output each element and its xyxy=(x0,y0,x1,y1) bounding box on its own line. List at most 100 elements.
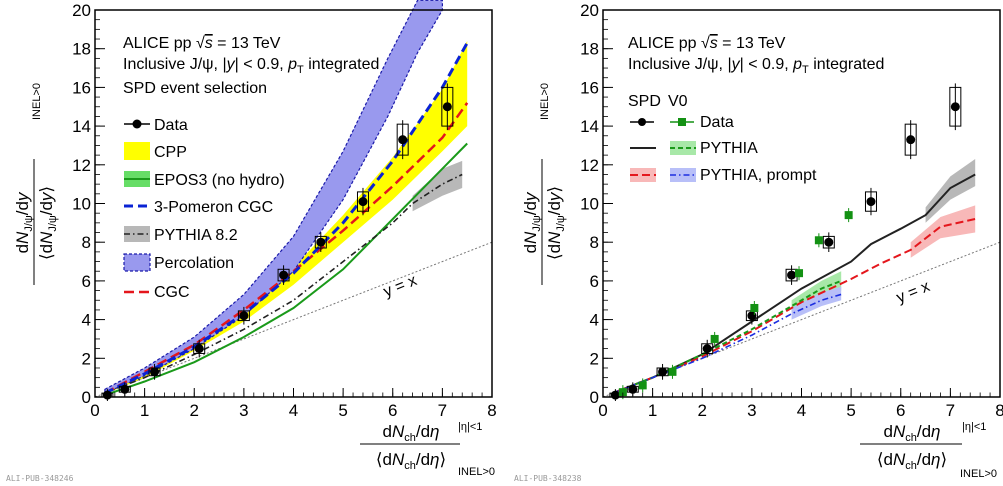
left-data-point xyxy=(358,197,368,207)
legend-symbol-v0-data xyxy=(670,118,694,126)
left-x-tick-label: 5 xyxy=(338,401,347,420)
right-v0-data-point xyxy=(814,236,823,245)
right-y-tick-label: 16 xyxy=(580,78,599,97)
right-x-tick-label: 6 xyxy=(896,401,905,420)
legend-label-right-pythia-prompt: PYTHIA, prompt xyxy=(700,167,817,184)
left-y-tick-label: 6 xyxy=(82,272,91,291)
right-pythia-spd-band xyxy=(925,159,976,223)
svg-text:dNJ/ψ/dy: dNJ/ψ/dy xyxy=(13,191,35,253)
left-publication-id: ALI-PUB-348246 xyxy=(6,474,74,483)
svg-text:dNJ/ψ/dy: dNJ/ψ/dy xyxy=(521,191,543,253)
left-header-line-2: Inclusive J/ψ, |y| < 0.9, pT integrated xyxy=(123,56,379,76)
left-x-tick-label: 8 xyxy=(487,401,496,420)
left-y-tick-label: 2 xyxy=(82,349,91,368)
right-x-tick-label: 2 xyxy=(698,401,707,420)
left-data-point xyxy=(442,102,452,112)
legend-symbol-pythia xyxy=(124,226,150,242)
right-header-line-1: ALICE pp √s = 13 TeV xyxy=(628,35,786,52)
right-v0-data-point xyxy=(795,269,804,278)
right-y-tick-label: 4 xyxy=(590,311,599,330)
left-header-line-1: ALICE pp √s = 13 TeV xyxy=(123,35,281,52)
left-legend xyxy=(123,119,151,294)
left-y-tick-label: 20 xyxy=(72,1,91,20)
right-v0-data-point xyxy=(618,388,627,397)
right-header-line-2: Inclusive J/ψ, |y| < 0.9, pT integrated xyxy=(628,56,884,76)
legend-symbol-v0-pythia-prompt xyxy=(670,168,696,182)
right-x-tick-label: 8 xyxy=(995,401,1003,420)
left-data-point xyxy=(194,344,204,354)
left-x-tick-label: 2 xyxy=(190,401,199,420)
right-spd-data-point xyxy=(658,367,668,377)
left-epos3-line xyxy=(104,142,468,397)
left-x-tick-label: 3 xyxy=(239,401,248,420)
left-data-point xyxy=(120,384,130,394)
legend-symbol-v0-pythia xyxy=(670,141,696,155)
left-y-tick-label: 0 xyxy=(82,388,91,407)
left-y-tick-label: 4 xyxy=(82,311,91,330)
right-y-axis-label: dNJ/ψ/dy ⟨dNJ/ψ/dy⟩ INEL>0 xyxy=(521,83,567,285)
left-pythia-line xyxy=(104,173,463,394)
legend-label-right-pythia: PYTHIA xyxy=(700,140,758,157)
right-pythia-prompt-spd-line xyxy=(612,218,976,395)
left-x-tick-label: 1 xyxy=(140,401,149,420)
legend-symbol-spd-data xyxy=(630,118,654,126)
right-spd-data-point xyxy=(866,197,876,207)
legend-label-pythia: PYTHIA 8.2 xyxy=(154,227,238,244)
right-publication-id: ALI-PUB-348238 xyxy=(514,474,582,483)
right-x-tick-label: 4 xyxy=(797,401,806,420)
right-legend xyxy=(630,118,696,182)
left-pomeron-line xyxy=(104,42,469,395)
right-model-bands xyxy=(602,159,1001,398)
left-data-point xyxy=(239,311,249,321)
right-spd-data-point xyxy=(628,384,638,394)
right-pythia-spd-line xyxy=(612,173,976,395)
right-y-tick-label: 8 xyxy=(590,233,599,252)
left-y-axis-label: dNJ/ψ/dy ⟨dNJ/ψ/dy⟩ INEL>0 xyxy=(13,83,59,285)
left-x-tick-label: 6 xyxy=(388,401,397,420)
svg-text:INEL>0: INEL>0 xyxy=(960,468,997,480)
legend-symbol-epos3 xyxy=(124,171,150,187)
svg-text:|η|<1: |η|<1 xyxy=(458,421,482,433)
svg-text:dNch/dη: dNch/dη xyxy=(883,422,940,444)
legend-label-data: Data xyxy=(154,117,188,134)
left-y-tick-label: 16 xyxy=(72,78,91,97)
right-spd-data-point xyxy=(747,311,757,321)
left-x-tick-label: 4 xyxy=(289,401,298,420)
right-yeqx-label: y = x xyxy=(894,278,932,307)
legend-column-v0: V0 xyxy=(668,93,688,110)
right-v0-data-point xyxy=(638,381,647,390)
svg-text:⟨dNch/dη⟩: ⟨dNch/dη⟩ xyxy=(376,450,446,472)
left-data-point xyxy=(150,367,160,377)
right-yeqx-line xyxy=(602,241,1001,398)
legend-label-percolation: Percolation xyxy=(154,255,234,272)
svg-text:⟨dNch/dη⟩: ⟨dNch/dη⟩ xyxy=(877,450,947,472)
legend-label-epos3: EPOS3 (no hydro) xyxy=(154,172,285,189)
right-x-tick-label: 1 xyxy=(648,401,657,420)
legend-column-spd: SPD xyxy=(628,93,661,110)
right-v0-data-point xyxy=(710,334,719,343)
left-yeqx-label: y = x xyxy=(381,272,419,301)
right-v0-data-point xyxy=(750,303,759,312)
right-v0-data-point xyxy=(668,367,677,376)
left-y-tick-label: 18 xyxy=(72,40,91,59)
left-x-axis-label: dNch/dη |η|<1 ⟨dNch/dη⟩ INEL>0 xyxy=(360,421,495,478)
svg-text:⟨dNJ/ψ/dy⟩: ⟨dNJ/ψ/dy⟩ xyxy=(37,186,59,260)
legend-symbol-percolation xyxy=(123,253,151,272)
right-x-axis-label: dNch/dη |η|<1 ⟨dNch/dη⟩ INEL>0 xyxy=(860,421,997,480)
svg-text:⟨dNJ/ψ/dy⟩: ⟨dNJ/ψ/dy⟩ xyxy=(545,186,567,260)
right-spd-data-point xyxy=(950,102,960,112)
right-y-tick-label: 2 xyxy=(590,349,599,368)
right-spd-data-point xyxy=(824,237,834,247)
left-y-tick-label: 8 xyxy=(82,233,91,252)
legend-label-cgc: CGC xyxy=(154,284,190,301)
right-y-tick-label: 10 xyxy=(580,195,599,214)
left-x-tick-label: 7 xyxy=(438,401,447,420)
left-y-tick-label: 14 xyxy=(72,117,91,136)
left-data-point xyxy=(316,237,326,247)
left-yeqx-line xyxy=(94,241,493,398)
legend-label-right-data: Data xyxy=(700,114,734,131)
right-y-tick-label: 12 xyxy=(580,156,599,175)
left-y-tick-label: 10 xyxy=(72,195,91,214)
